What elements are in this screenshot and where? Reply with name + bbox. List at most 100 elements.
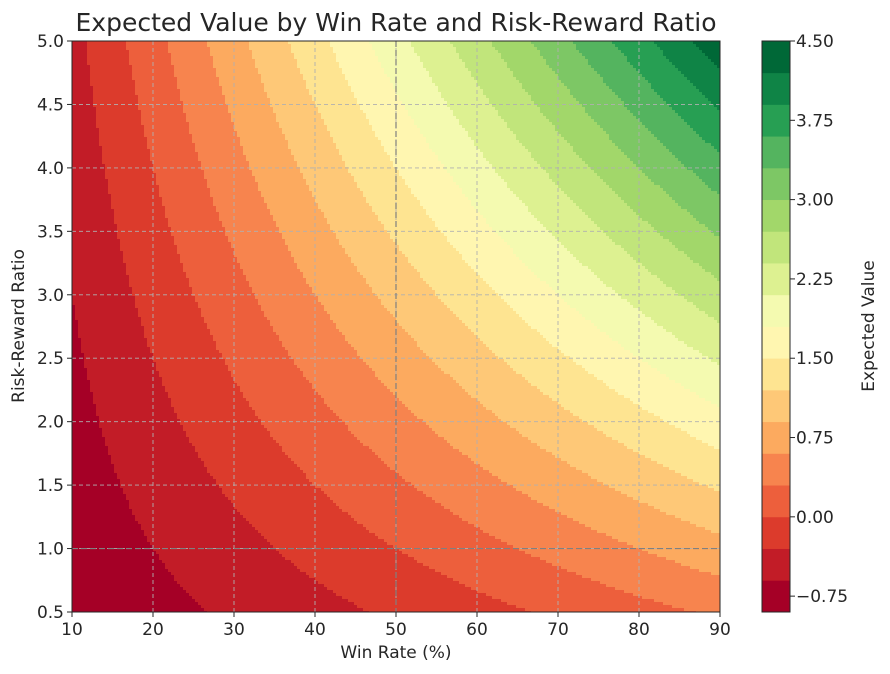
contour-cell [96, 74, 100, 78]
contour-cell [117, 74, 121, 78]
contour-cell [81, 164, 85, 168]
contour-cell [108, 287, 112, 291]
contour-cell [147, 113, 151, 117]
contour-cell [129, 53, 133, 57]
contour-cell [144, 188, 148, 192]
contour-cell [135, 443, 139, 447]
contour-cell [111, 473, 115, 477]
contour-cell [90, 512, 94, 516]
contour-cell [138, 344, 142, 348]
contour-cell [135, 134, 139, 138]
contour-cell [108, 272, 112, 276]
contour-cell [96, 143, 100, 147]
contour-cell [75, 518, 79, 522]
contour-cell [144, 167, 148, 171]
contour-cell [117, 380, 121, 384]
contour-cell [78, 518, 82, 522]
contour-cell [102, 521, 106, 525]
contour-cell [147, 356, 151, 360]
contour-cell [87, 524, 91, 528]
contour-cell [81, 221, 85, 225]
contour-cell [87, 329, 91, 333]
contour-cell [144, 536, 148, 540]
contour-cell [96, 230, 100, 234]
contour-cell [129, 212, 133, 216]
contour-cell [126, 563, 130, 567]
contour-cell [144, 248, 148, 252]
contour-cell [123, 608, 127, 612]
contour-cell [120, 572, 124, 576]
contour-cell [129, 362, 133, 366]
contour-cell [81, 530, 85, 534]
contour-cell [129, 350, 133, 354]
contour-cell [126, 458, 130, 462]
contour-cell [123, 548, 127, 552]
contour-cell [93, 335, 97, 339]
contour-cell [108, 530, 112, 534]
contour-cell [138, 260, 142, 264]
contour-cell [114, 62, 118, 66]
contour-cell [99, 83, 103, 87]
contour-cell [93, 197, 97, 201]
contour-cell [90, 362, 94, 366]
contour-cell [72, 221, 76, 225]
contour-cell [93, 233, 97, 237]
contour-cell [123, 422, 127, 426]
contour-cell [120, 566, 124, 570]
contour-cell [126, 68, 130, 72]
contour-cell [132, 245, 136, 249]
contour-cell [114, 215, 118, 219]
contour-cell [108, 56, 112, 60]
contour-cell [81, 299, 85, 303]
contour-cell [117, 191, 121, 195]
contour-cell [87, 395, 91, 399]
contour-cell [96, 296, 100, 300]
contour-cell [141, 44, 145, 48]
contour-cell [144, 86, 148, 90]
contour-cell [87, 290, 91, 294]
contour-cell [114, 539, 118, 543]
contour-cell [144, 68, 148, 72]
contour-cell [81, 587, 85, 591]
contour-cell [93, 572, 97, 576]
contour-cell [99, 344, 103, 348]
contour-cell [84, 482, 88, 486]
contour-cell [90, 470, 94, 474]
contour-cell [75, 275, 79, 279]
contour-cell [114, 389, 118, 393]
contour-cell [114, 251, 118, 255]
contour-cell [99, 518, 103, 522]
contour-cell [138, 497, 142, 501]
contour-cell [108, 509, 112, 513]
contour-cell [147, 500, 151, 504]
contour-cell [114, 290, 118, 294]
contour-cell [141, 47, 145, 51]
contour-cell [111, 311, 115, 315]
contour-cell [93, 428, 97, 432]
contour-cell [84, 455, 88, 459]
contour-cell [105, 347, 109, 351]
contour-cell [141, 437, 145, 441]
contour-cell [114, 338, 118, 342]
contour-cell [108, 236, 112, 240]
contour-cell [87, 110, 91, 114]
contour-cell [78, 245, 82, 249]
contour-cell [87, 140, 91, 144]
contour-cell [123, 323, 127, 327]
contour-cell [99, 56, 103, 60]
contour-cell [75, 467, 79, 471]
contour-cell [120, 146, 124, 150]
contour-cell [147, 323, 151, 327]
contour-cell [126, 194, 130, 198]
contour-cell [81, 56, 85, 60]
contour-cell [138, 227, 142, 231]
contour-cell [123, 164, 127, 168]
contour-cell [126, 107, 130, 111]
contour-cell [144, 539, 148, 543]
contour-cell [90, 236, 94, 240]
contour-cell [96, 152, 100, 156]
contour-cell [78, 506, 82, 510]
contour-cell [117, 353, 121, 357]
contour-cell [75, 248, 79, 252]
contour-cell [90, 140, 94, 144]
